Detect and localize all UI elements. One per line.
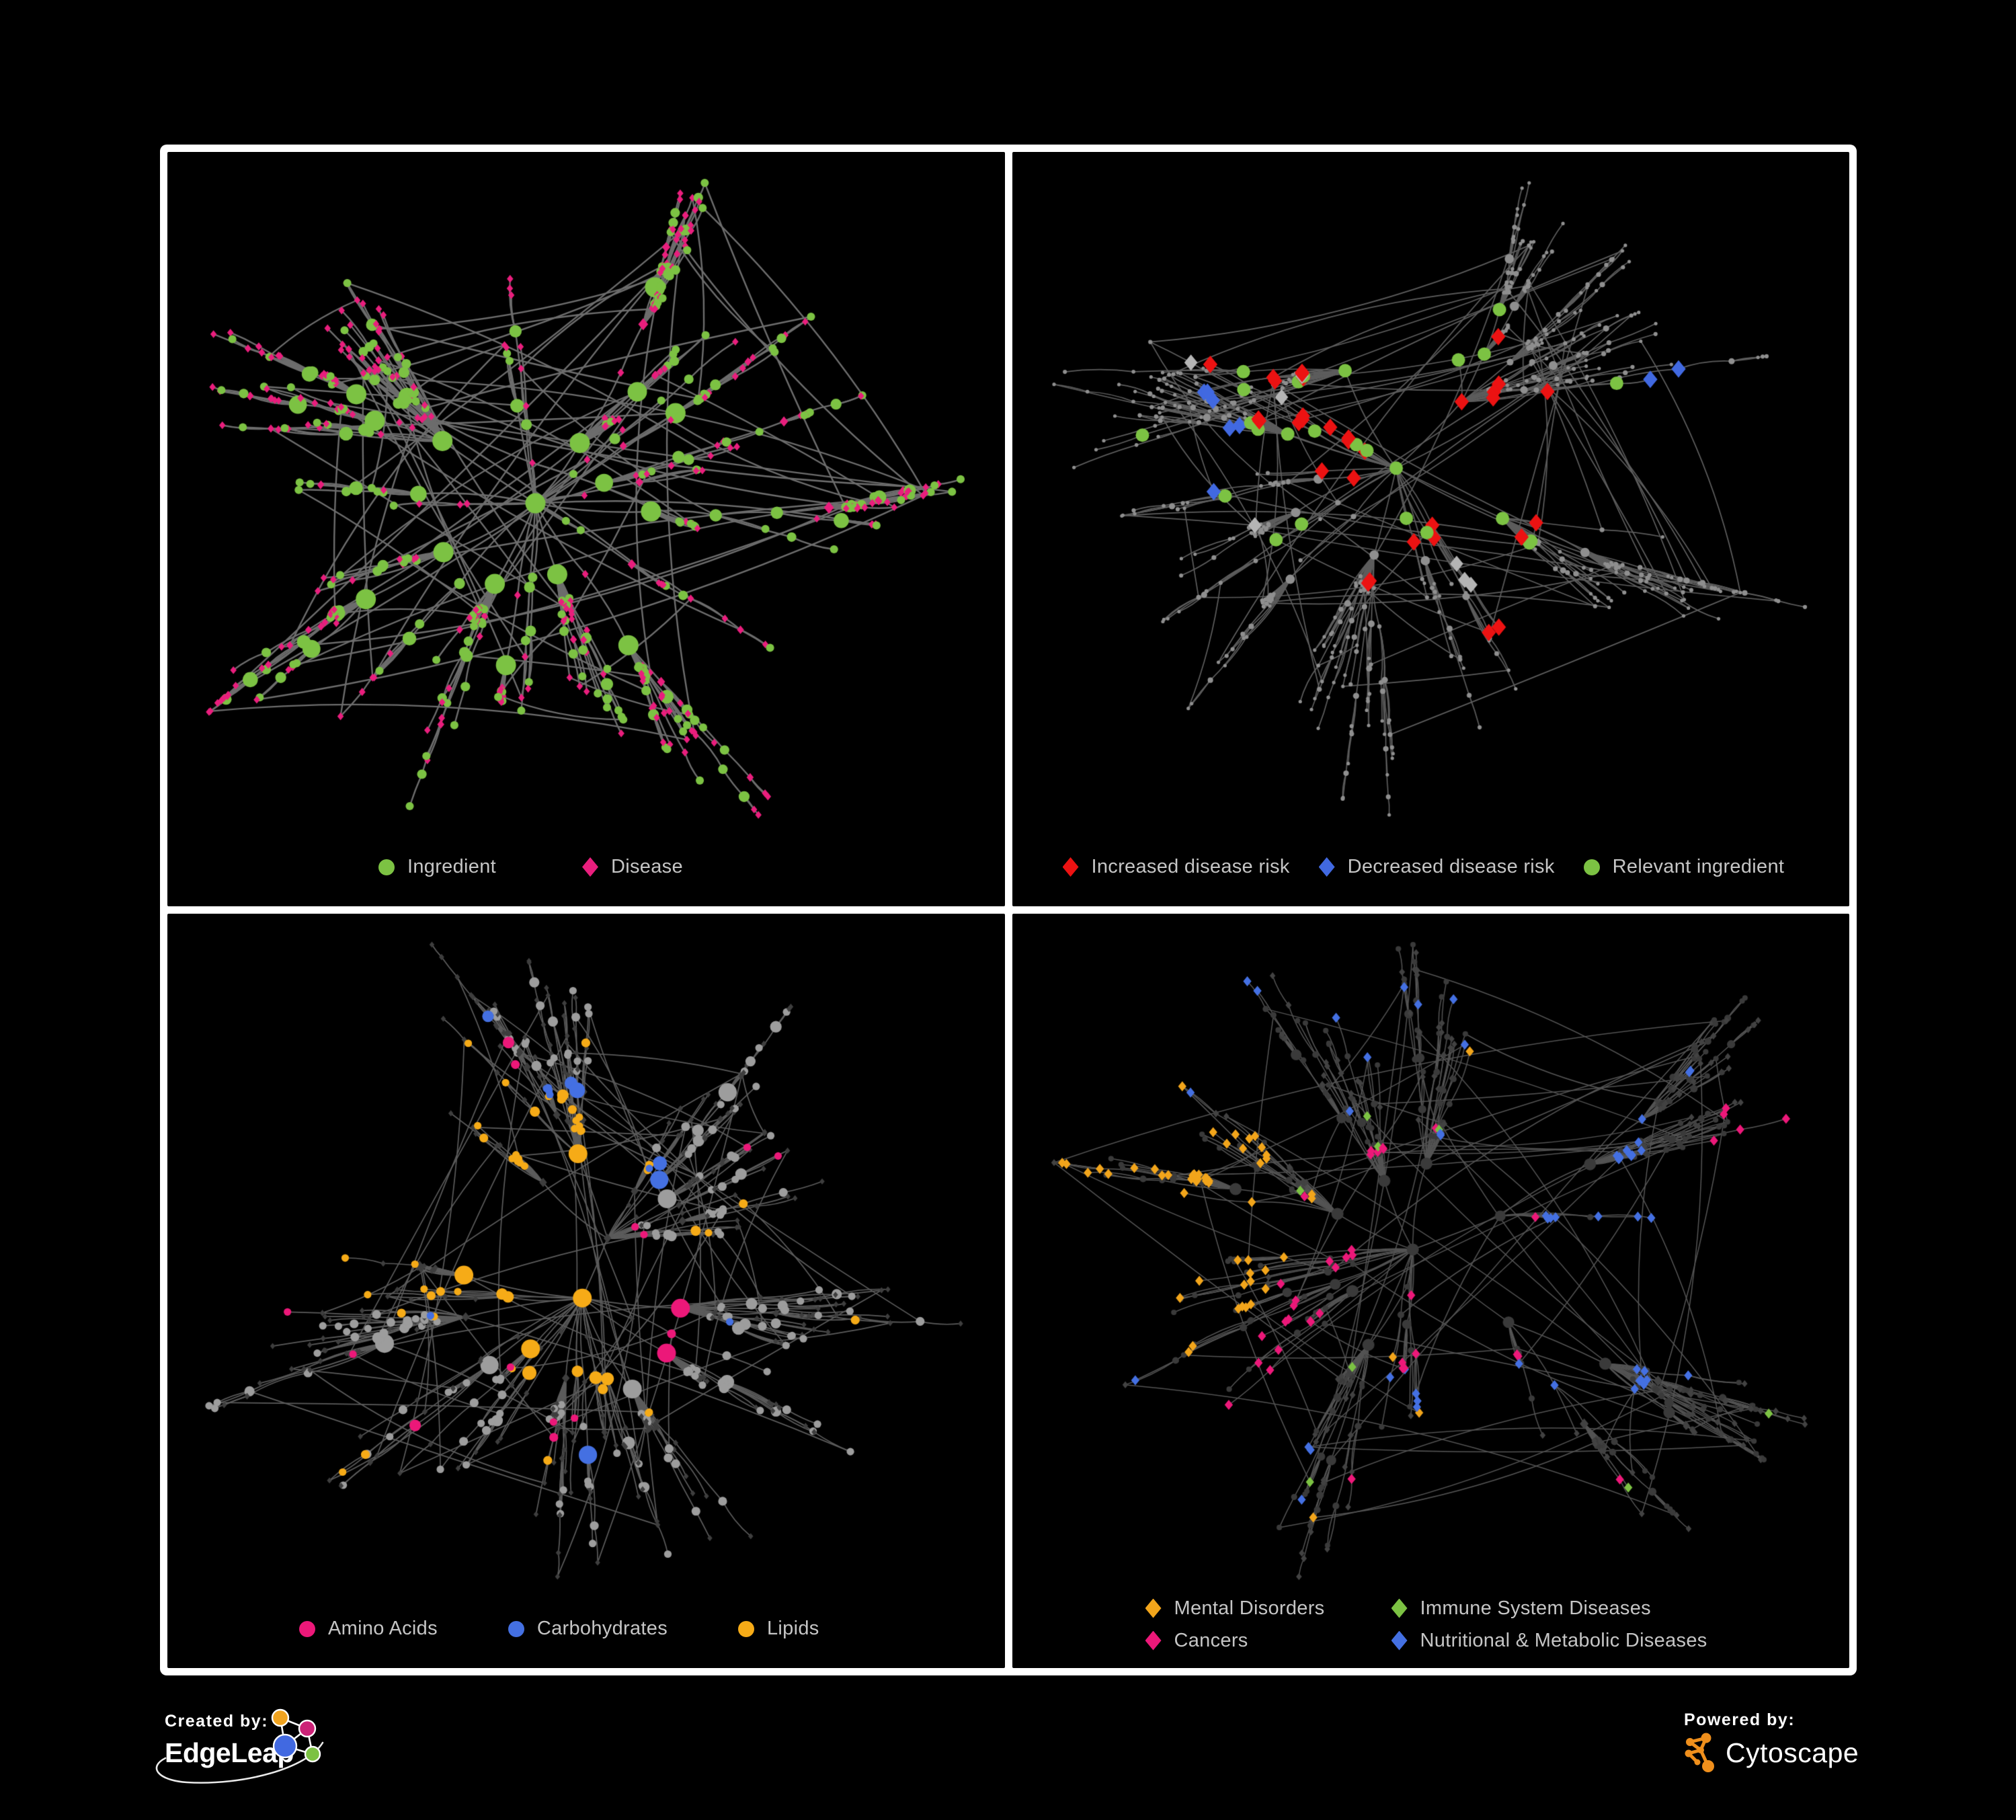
panel-disease-risk: Increased disease risk Decreased disease… <box>1012 152 1849 906</box>
legend-label: Mental Disorders <box>1174 1597 1325 1619</box>
legend-item-disease: Disease <box>582 856 683 878</box>
network-canvas-disease-classes <box>1012 914 1849 1668</box>
legend-item-immune-system-diseases: Immune System Diseases <box>1391 1597 1707 1619</box>
cytoscape-brand-text: Cytoscape <box>1726 1737 1859 1768</box>
legend-nutrient-classes: Amino Acids Carbohydrates Lipids <box>299 1618 819 1640</box>
legend-item-increased-risk: Increased disease risk <box>1062 856 1290 878</box>
increased-risk-marker-icon <box>1062 857 1079 877</box>
carbohydrates-marker-icon <box>508 1620 524 1637</box>
relevant-ingredient-marker-icon <box>1583 859 1600 875</box>
ingredient-marker-icon <box>378 859 395 875</box>
legend-disease-classes: Mental Disorders Immune System Diseases … <box>1145 1597 1707 1651</box>
network-canvas-ingredient-disease <box>167 152 1005 906</box>
figure-grid: Ingredient Disease Increased disease ris… <box>160 145 1857 1675</box>
legend-label: Cancers <box>1174 1629 1248 1651</box>
panel-ingredient-disease: Ingredient Disease <box>167 152 1005 906</box>
panel-nutrient-classes: Amino Acids Carbohydrates Lipids <box>167 914 1005 1668</box>
network-canvas-nutrient-classes <box>167 914 1005 1668</box>
decreased-risk-marker-icon <box>1318 857 1335 877</box>
legend-label: Nutritional & Metabolic Diseases <box>1420 1629 1707 1651</box>
legend-item-decreased-risk: Decreased disease risk <box>1318 856 1555 878</box>
edgeleap-swoosh-icon <box>155 1741 324 1784</box>
edgeleap-brand-text: EdgeLeap <box>165 1737 294 1768</box>
created-by-block: Created by: EdgeLeap <box>165 1712 294 1769</box>
powered-by-block: Powered by: Cytoscape <box>1684 1710 1859 1773</box>
legend-label: Decreased disease risk <box>1347 856 1555 877</box>
network-canvas-disease-risk <box>1012 152 1849 906</box>
legend-label: Lipids <box>767 1618 819 1639</box>
legend-item-mental-disorders: Mental Disorders <box>1145 1597 1392 1619</box>
legend-item-ingredient: Ingredient <box>378 856 496 878</box>
legend-item-cancers: Cancers <box>1145 1630 1392 1651</box>
immune-system-marker-icon <box>1391 1598 1408 1618</box>
legend-disease-risk: Increased disease risk Decreased disease… <box>1062 856 1785 878</box>
legend-item-relevant-ingredient: Relevant ingredient <box>1583 856 1785 878</box>
cancers-marker-icon <box>1145 1630 1162 1651</box>
nutritional-metabolic-marker-icon <box>1391 1630 1408 1651</box>
legend-label: Increased disease risk <box>1091 856 1290 877</box>
disease-marker-icon <box>582 857 598 877</box>
cytoscape-logo-icon <box>1685 1733 1714 1772</box>
edgeleap-network-icon <box>271 1708 321 1763</box>
created-by-label: Created by: <box>165 1712 269 1731</box>
legend-label: Carbohydrates <box>536 1618 668 1639</box>
legend-item-amino-acids: Amino Acids <box>299 1618 438 1640</box>
legend-item-nutritional-metabolic-diseases: Nutritional & Metabolic Diseases <box>1391 1629 1707 1651</box>
lipids-marker-icon <box>738 1620 754 1637</box>
legend-item-lipids: Lipids <box>738 1618 819 1640</box>
legend-label: Relevant ingredient <box>1612 856 1785 877</box>
panel-disease-classes: Mental Disorders Immune System Diseases … <box>1012 914 1849 1668</box>
powered-by-label: Powered by: <box>1684 1710 1796 1729</box>
legend-label: Immune System Diseases <box>1420 1597 1651 1619</box>
mental-disorders-marker-icon <box>1145 1598 1162 1618</box>
legend-label: Amino Acids <box>328 1618 438 1639</box>
legend-ingredient-disease: Ingredient Disease <box>378 856 683 878</box>
legend-label: Ingredient <box>407 856 496 877</box>
legend-label: Disease <box>611 856 683 877</box>
legend-item-carbohydrates: Carbohydrates <box>508 1618 668 1640</box>
amino-acids-marker-icon <box>299 1620 315 1637</box>
